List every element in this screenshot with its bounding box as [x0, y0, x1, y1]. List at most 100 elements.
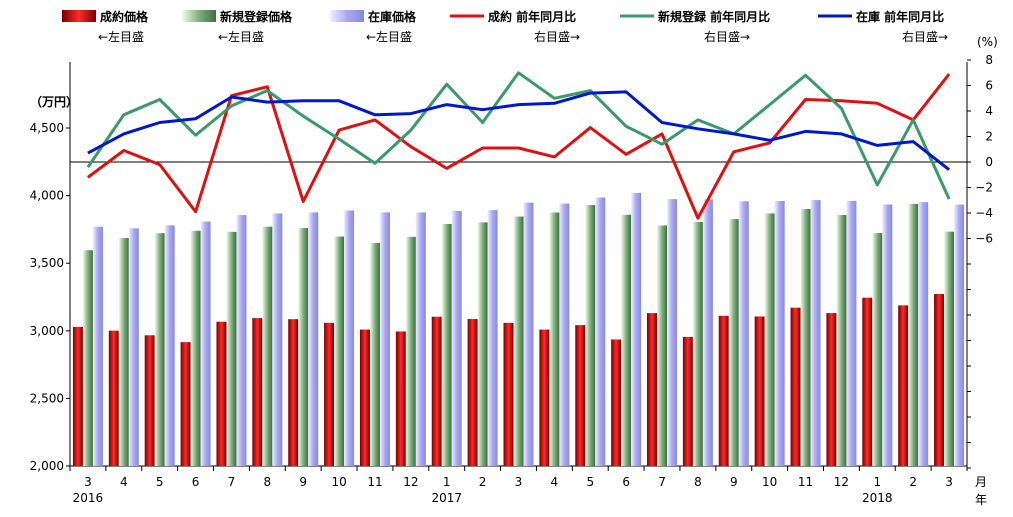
bar-shinki-price: [513, 216, 524, 466]
bar-shinki-price: [872, 233, 883, 466]
x-tick-label: 1: [873, 475, 881, 489]
bar-zaiko-price: [236, 215, 247, 466]
bar-shinki-price: [154, 233, 165, 466]
bar-seiyaku-price: [754, 316, 765, 466]
right-tick-label: 0: [985, 155, 993, 169]
right-tick-label: 2: [985, 130, 993, 144]
legend-label: 新規登録 前年同月比: [658, 9, 770, 24]
right-tick-label: 6: [985, 79, 993, 93]
bar-seiyaku-price: [72, 326, 83, 466]
bar-seiyaku-price: [826, 313, 837, 466]
axis-labels: 2,000 2,500 3,000 3,500 4,000 4,500 （万円） 8 6 4 2 0 −…: [30, 35, 998, 507]
legend-item: 成約価格 ←左目盛: [62, 9, 149, 44]
x-tick-label: 3: [945, 475, 953, 489]
line-shinki-yoy: [86, 71, 951, 200]
x-tick-label: 11: [367, 475, 382, 489]
bar-shinki-price: [226, 231, 237, 466]
bar-seiyaku-price: [539, 329, 550, 466]
left-tick-label: 3,000: [30, 324, 64, 338]
x-tick-label: 10: [331, 475, 346, 489]
legend-swatch: [182, 10, 216, 22]
bar-seiyaku-price: [790, 307, 801, 466]
x-tick-label: 2: [909, 475, 917, 489]
bar-zaiko-price: [164, 225, 175, 466]
bar-zaiko-price: [308, 212, 319, 466]
x-tick-label: 3: [84, 475, 92, 489]
bar-zaiko-price: [918, 202, 929, 466]
x-tick-label: 7: [658, 475, 666, 489]
bar-series-group: [72, 192, 965, 467]
legend-label: 在庫価格: [368, 9, 417, 24]
right-tick-label: −6: [975, 232, 993, 246]
bar-zaiko-price: [882, 204, 893, 466]
bar-shinki-price: [262, 226, 273, 466]
right-tick-label: −2: [975, 181, 993, 195]
x-unit-month: 月: [975, 475, 987, 489]
x-tick-label: 6: [622, 475, 630, 489]
line-zaiko-yoy: [87, 90, 951, 171]
right-tick-label: 8: [985, 53, 993, 67]
bar-zaiko-price: [92, 226, 103, 466]
bar-shinki-price: [621, 214, 632, 466]
right-tick-label: 4: [985, 104, 993, 118]
bar-seiyaku-price: [647, 313, 658, 466]
line-series-group: [86, 71, 951, 220]
bar-shinki-price: [728, 219, 739, 466]
left-tick-label: 4,000: [30, 189, 64, 203]
bar-seiyaku-price: [898, 305, 909, 466]
legend-label: 成約 前年同月比: [488, 9, 576, 24]
bar-zaiko-price: [631, 192, 642, 466]
legend-label: 新規登録価格: [220, 9, 293, 24]
x-tick-label: 12: [403, 475, 418, 489]
bar-shinki-price: [908, 203, 919, 466]
x-tick-label: 8: [694, 475, 702, 489]
bar-zaiko-price: [846, 200, 857, 466]
bar-seiyaku-price: [682, 336, 693, 466]
year-label: 2018: [862, 491, 893, 505]
bar-zaiko-price: [559, 203, 570, 467]
bar-zaiko-price: [272, 213, 283, 466]
bar-seiyaku-price: [180, 342, 191, 466]
line-seiyaku-yoy: [87, 73, 951, 220]
x-tick-label: 11: [798, 475, 813, 489]
bar-seiyaku-price: [324, 322, 335, 466]
bar-shinki-price: [944, 231, 955, 466]
bar-shinki-price: [657, 225, 668, 466]
x-tick-label: 2: [479, 475, 487, 489]
bar-shinki-price: [764, 213, 775, 466]
bar-shinki-price: [585, 205, 596, 466]
left-axis-unit: （万円）: [30, 94, 78, 109]
bar-seiyaku-price: [252, 318, 263, 466]
bar-zaiko-price: [200, 221, 211, 466]
bar-zaiko-price: [451, 211, 462, 466]
bar-shinki-price: [369, 242, 380, 466]
bar-seiyaku-price: [395, 331, 406, 466]
bar-shinki-price: [800, 208, 811, 466]
bar-seiyaku-price: [288, 319, 299, 466]
legend-axis-note: 右目盛→: [534, 29, 580, 44]
bar-seiyaku-price: [144, 335, 155, 466]
x-tick-label: 9: [730, 475, 738, 489]
x-tick-label: 9: [299, 475, 307, 489]
bar-zaiko-price: [487, 210, 498, 466]
x-tick-label: 1: [443, 475, 451, 489]
bar-seiyaku-price: [862, 297, 873, 466]
bar-seiyaku-price: [108, 330, 119, 466]
right-axis-unit: (%): [977, 35, 998, 49]
bar-shinki-price: [118, 238, 129, 466]
legend-item: 新規登録価格 ←左目盛: [182, 9, 293, 44]
legend-axis-note: 右目盛→: [902, 29, 948, 44]
bar-zaiko-price: [595, 197, 606, 466]
legend-swatch: [62, 10, 96, 22]
x-tick-label: 3: [515, 475, 523, 489]
x-tick-label: 7: [228, 475, 236, 489]
left-tick-label: 3,500: [30, 256, 64, 270]
legend-axis-note: ←左目盛: [98, 29, 144, 44]
bar-seiyaku-price: [216, 321, 227, 466]
legend-label: 在庫 前年同月比: [856, 9, 944, 24]
bar-seiyaku-price: [575, 325, 586, 466]
